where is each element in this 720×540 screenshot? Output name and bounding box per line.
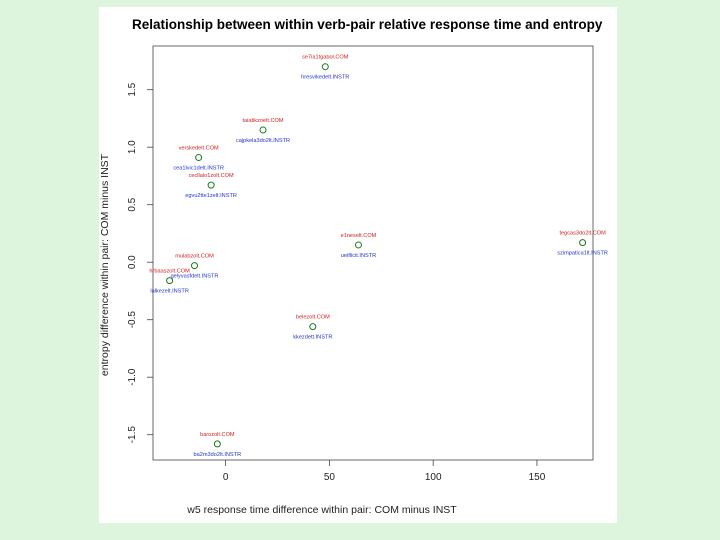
scatter-chart: Relationship between within verb-pair re…: [99, 17, 608, 516]
data-point-group: hrbaaszolt.COM lalkezelt.INSTR: [149, 269, 190, 295]
x-tick-label: 0: [223, 472, 229, 483]
data-point-group: verskedelt.COM cea1lvic1delt.INSTR: [173, 146, 224, 172]
x-tick-label: 150: [529, 472, 546, 483]
data-points: se7ia1tgabol.COM hresvikedelt.INSTR taiati…: [149, 55, 608, 458]
chart-title: Relationship between within verb-pair re…: [132, 17, 603, 32]
data-point-group: mulabzolt.COM gelyvasfdelt.INSTR: [171, 254, 219, 280]
point-inst-label: szimpatica1lt.INSTR: [557, 251, 608, 257]
data-point: [579, 239, 587, 247]
point-inst-label: gelyvasfdelt.INSTR: [171, 274, 219, 280]
data-point: [259, 126, 267, 134]
point-inst-label: ba2m3do2lt.INSTR: [194, 452, 242, 458]
point-inst-label: hresvikedelt.INSTR: [301, 75, 349, 81]
data-point: [354, 241, 362, 249]
data-point: [207, 181, 215, 189]
point-inst-label: cea1lvic1delt.INSTR: [173, 166, 224, 172]
y-axis-label: entropy difference within pair: COM minu…: [99, 153, 111, 376]
data-point: [191, 262, 199, 270]
chart-panel: Relationship between within verb-pair re…: [99, 7, 617, 523]
point-inst-label: cajpkela3do2lt.INSTR: [236, 138, 290, 144]
point-com-label: verskedelt.COM: [179, 146, 219, 152]
data-point-group: tegcas3do2lt.COM szimpatica1lt.INSTR: [557, 231, 608, 257]
data-point-group: belezolt.COM kkezdett.INSTR: [293, 315, 332, 341]
point-com-label: tegcas3do2lt.COM: [559, 231, 606, 237]
point-com-label: se7ia1tgabol.COM: [302, 55, 349, 61]
point-com-label: taiatikzoelt.COM: [242, 118, 283, 124]
data-point: [309, 323, 317, 331]
y-tick-label: 0.0: [127, 255, 138, 269]
y-tick-label: -1.5: [127, 426, 138, 444]
x-axis: 0 50 100 150: [223, 460, 546, 483]
y-tick-label: 1.5: [127, 82, 138, 96]
point-inst-label: egvu2tte1zelt.INSTR: [185, 193, 237, 199]
x-axis-label: w5 response time difference within pair:…: [186, 504, 457, 516]
y-tick-label: -1.0: [127, 368, 138, 386]
data-point-group: se7ia1tgabol.COM hresvikedelt.INSTR: [301, 55, 349, 81]
y-tick-label: -0.5: [127, 311, 138, 329]
x-tick-label: 100: [425, 472, 442, 483]
y-axis: -1.5 -1.0 -0.5 0.0 0.5 1.0 1.5: [127, 82, 153, 443]
point-inst-label: lalkezelt.INSTR: [150, 289, 189, 295]
point-com-label: hrbaaszolt.COM: [149, 269, 190, 275]
point-com-label: e1neselt.COM: [341, 233, 377, 239]
y-tick-label: 1.0: [127, 140, 138, 154]
x-tick-label: 50: [324, 472, 336, 483]
data-point-group: barozolt.COM ba2m3do2lt.INSTR: [194, 432, 242, 458]
data-point: [195, 154, 203, 162]
data-point-group: cecllalo1zolt.COM egvu2tte1zelt.INSTR: [185, 173, 237, 199]
data-point: [166, 277, 174, 285]
plot-area: [152, 45, 594, 461]
data-point: [321, 63, 329, 71]
data-point-group: taiatikzoelt.COM cajpkela3do2lt.INSTR: [236, 118, 290, 144]
point-com-label: mulabzolt.COM: [175, 254, 214, 260]
data-point-group: e1neselt.COM ueiflicit.INSTR: [341, 233, 377, 259]
point-com-label: belezolt.COM: [296, 315, 330, 321]
point-com-label: barozolt.COM: [200, 432, 235, 438]
point-com-label: cecllalo1zolt.COM: [189, 173, 234, 179]
y-tick-label: 0.5: [127, 197, 138, 211]
data-point: [213, 440, 221, 448]
point-inst-label: ueiflicit.INSTR: [341, 253, 376, 259]
point-inst-label: kkezdett.INSTR: [293, 335, 332, 341]
